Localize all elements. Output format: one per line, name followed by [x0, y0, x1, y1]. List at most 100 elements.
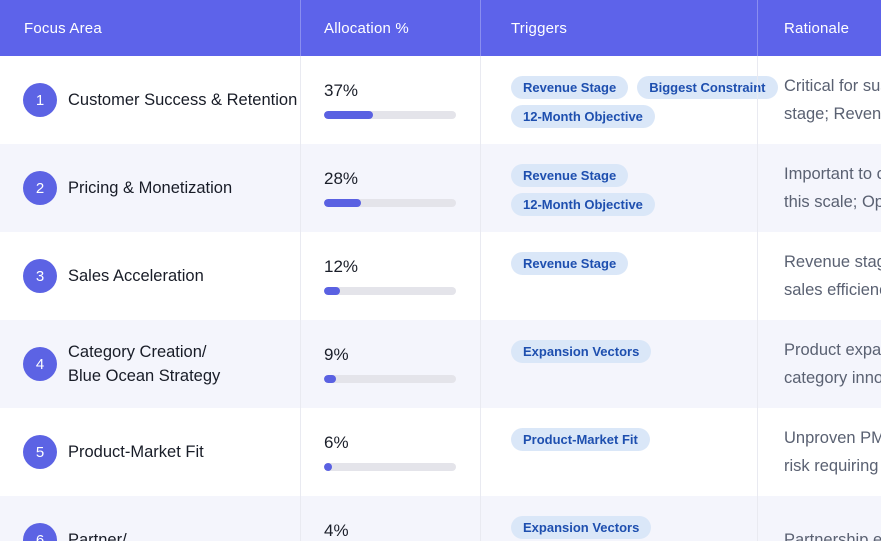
row-number: 5: [35, 443, 45, 461]
rationale-text-line: this scale; Op: [784, 193, 881, 211]
allocation-value: 37%: [324, 81, 359, 100]
focus-area-name: Customer Success & Retention: [68, 88, 297, 112]
row-number-badge: 3: [23, 259, 57, 293]
allocation-bar-fill: [324, 199, 361, 207]
trigger-pill-line: Revenue Stage Biggest Constraint: [511, 76, 778, 99]
focus-area-cell: 1 Customer Success & Retention: [0, 56, 300, 144]
row-number-badge: 1: [23, 83, 57, 117]
allocation-bar-track: [324, 463, 456, 471]
allocation-bar-fill: [324, 287, 340, 295]
allocation-bar-track: [324, 375, 456, 383]
focus-area-name: Pricing & Monetization: [68, 176, 232, 200]
allocation-cell: 37%: [300, 56, 480, 144]
table-row: 4 Category Creation/Blue Ocean Strategy …: [0, 320, 881, 408]
allocation-value: 6%: [324, 433, 349, 452]
allocation-cell: 28%: [300, 144, 480, 232]
row-number-badge: 6: [23, 523, 57, 541]
rationale-cell: Unproven PMF risk requiring: [757, 408, 881, 496]
allocation-bar-fill: [324, 375, 336, 383]
focus-area-name: Product-Market Fit: [68, 440, 204, 464]
table-row: 1 Customer Success & Retention 37% Reven…: [0, 56, 881, 144]
focus-area-name-line: Partner/: [68, 531, 127, 541]
rationale-text-line: Critical for sus: [784, 77, 881, 95]
focus-area-cell: 5 Product-Market Fit: [0, 408, 300, 496]
rationale-cell: Critical for sus stage; Revenue: [757, 56, 881, 144]
focus-area-cell: 6 Partner/: [0, 496, 300, 541]
allocation-bar-track: [324, 287, 456, 295]
rationale-text-line: Product expan: [784, 341, 881, 359]
trigger-pill-line: 12-Month Objective: [511, 105, 747, 128]
focus-area-name-line: Pricing & Monetization: [68, 179, 233, 197]
trigger-badge: Revenue Stage: [511, 252, 629, 275]
focus-area-name: Category Creation/Blue Ocean Strategy: [68, 340, 220, 388]
rationale-cell: Partnership e: [757, 496, 881, 541]
trigger-pill-line: Product-Market Fit: [511, 428, 747, 451]
allocation-value: 9%: [324, 345, 349, 364]
triggers-cell: Expansion Vectors: [480, 320, 757, 408]
triggers-cell: Revenue Stage Biggest Constraint 12-Month …: [480, 56, 778, 144]
row-number: 1: [35, 91, 45, 109]
row-number: 3: [35, 267, 45, 285]
trigger-pill-line: Expansion Vectors: [511, 516, 747, 539]
allocation-value: 28%: [324, 169, 359, 188]
allocation-bar-track: [324, 199, 456, 207]
allocation-bar-fill: [324, 111, 373, 119]
focus-area-name-line: Product-Market Fit: [68, 443, 204, 461]
rationale-text-line: sales efficienc: [784, 281, 881, 299]
focus-area-cell: 3 Sales Acceleration: [0, 232, 300, 320]
focus-area-name-line: Sales Acceleration: [68, 267, 204, 285]
rationale-text-line: stage; Revenue: [784, 105, 881, 123]
table-row: 3 Sales Acceleration 12% Revenue Stage R…: [0, 232, 881, 320]
row-number: 6: [35, 531, 45, 541]
rationale-cell: Important to o this scale; Op: [757, 144, 881, 232]
trigger-badge: Expansion Vectors: [511, 340, 652, 363]
focus-area-name: Partner/: [68, 528, 127, 541]
trigger-pill-line: Revenue Stage: [511, 164, 747, 187]
focus-area-name: Sales Acceleration: [68, 264, 204, 288]
table-body: 1 Customer Success & Retention 37% Reven…: [0, 56, 881, 541]
allocation-cell: 4%: [300, 496, 480, 541]
rationale-text-line: Important to o: [784, 165, 881, 183]
focus-area-name-line: Customer Success & Retention: [68, 91, 298, 109]
row-number: 2: [35, 179, 45, 197]
triggers-cell: Product-Market Fit: [480, 408, 757, 496]
column-header-focus-area: Focus Area: [24, 19, 102, 37]
column-header-triggers: Triggers: [480, 0, 757, 56]
trigger-badge: Revenue Stage: [511, 76, 629, 99]
triggers-cell: Expansion Vectors: [480, 496, 757, 541]
trigger-pill-line: Revenue Stage: [511, 252, 747, 275]
table-row: 6 Partner/ 4% Expansion Vectors Partners…: [0, 496, 881, 541]
allocation-bar-track: [324, 111, 456, 119]
row-number: 4: [35, 355, 45, 373]
focus-area-name-line: Category Creation/: [68, 343, 207, 361]
table-header-row: Focus Area Allocation % Triggers Rationa…: [0, 0, 881, 56]
row-number-badge: 4: [23, 347, 57, 381]
trigger-pill-line: Expansion Vectors: [511, 340, 747, 363]
triggers-cell: Revenue Stage: [480, 232, 757, 320]
allocation-cell: 12%: [300, 232, 480, 320]
allocation-cell: 6%: [300, 408, 480, 496]
row-number-badge: 5: [23, 435, 57, 469]
rationale-cell: Revenue stage sales efficienc: [757, 232, 881, 320]
trigger-badge: Biggest Constraint: [637, 76, 778, 99]
row-number-badge: 2: [23, 171, 57, 205]
allocation-value: 12%: [324, 257, 359, 276]
focus-area-name-line: Blue Ocean Strategy: [68, 367, 221, 385]
trigger-badge: 12-Month Objective: [511, 105, 655, 128]
rationale-text-line: category innov: [784, 369, 881, 387]
rationale-text-line: Partnership e: [784, 531, 881, 541]
rationale-text-line: Unproven PMF: [784, 429, 881, 447]
trigger-badge: Product-Market Fit: [511, 428, 650, 451]
column-header-rationale: Rationale: [757, 0, 881, 56]
table-row: 5 Product-Market Fit 6% Product-Market F…: [0, 408, 881, 496]
trigger-badge: Revenue Stage: [511, 164, 629, 187]
rationale-text-line: risk requiring: [784, 457, 879, 475]
rationale-cell: Product expan category innov: [757, 320, 881, 408]
focus-area-cell: 4 Category Creation/Blue Ocean Strategy: [0, 320, 300, 408]
triggers-cell: Revenue Stage 12-Month Objective: [480, 144, 757, 232]
trigger-badge: 12-Month Objective: [511, 193, 655, 216]
table-row: 2 Pricing & Monetization 28% Revenue Sta…: [0, 144, 881, 232]
allocation-value: 4%: [324, 521, 349, 540]
trigger-pill-line: 12-Month Objective: [511, 193, 747, 216]
focus-area-cell: 2 Pricing & Monetization: [0, 144, 300, 232]
